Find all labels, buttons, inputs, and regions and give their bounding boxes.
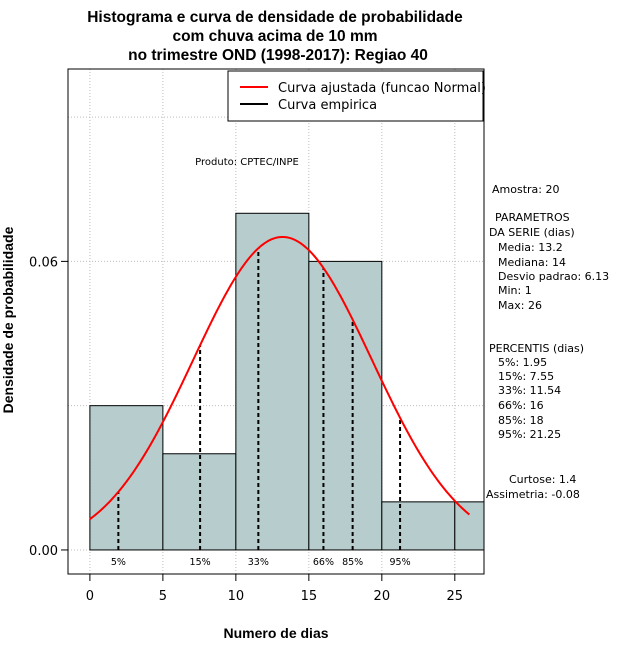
stat-parametros-heading: PARAMETROS: [495, 211, 570, 224]
x-axis-title: Numero de dias: [223, 625, 328, 641]
stat-media: Media: 13.2: [498, 241, 563, 254]
histogram-bar-4: [381, 501, 456, 551]
percentile-label-4: 85%: [342, 557, 363, 568]
stat-da-serie-heading: DA SERIE (dias): [489, 226, 575, 239]
density-curves: [89, 235, 471, 520]
legend-box: [227, 70, 484, 122]
stat-max: Max: 26: [498, 299, 542, 312]
stat-p85: 85%: 18: [498, 414, 544, 427]
x-tick-label-1: 5: [159, 589, 167, 604]
plot-frame: [67, 68, 485, 575]
percentile-label-1: 15%: [190, 557, 211, 568]
chart-title-line-3: no trimestre OND (1998-2017): Regiao 40: [128, 47, 428, 64]
percentile-label-5: 95%: [390, 557, 411, 568]
y-axis-title: Densidade de probabilidade: [0, 226, 16, 413]
stat-p95: 95%: 21.25: [498, 428, 561, 441]
stat-curtose: Curtose: 1.4: [509, 473, 576, 486]
percentile-label-3: 66%: [313, 557, 334, 568]
x-tick-label-5: 25: [447, 589, 464, 604]
chart-title-line-2: com chuva acima de 10 mm: [172, 28, 377, 45]
produto-annotation: Produto: CPTEC/INPE: [195, 157, 299, 168]
histogram-bars: [89, 212, 485, 551]
legend-label-fit: Curva ajustada (funcao Normal): [278, 81, 486, 96]
histogram-bar-3: [308, 260, 383, 551]
percentile-lines: 5% 15% 33% 66% 85% 95%: [111, 248, 411, 568]
stat-assimetria: Assimetria: -0.08: [486, 488, 580, 501]
percentile-label-2: 33%: [248, 557, 269, 568]
stat-p5: 5%: 1.95: [498, 356, 547, 369]
stat-amostra: Amostra: 20: [492, 183, 559, 196]
stat-desvio: Desvio padrao: 6.13: [498, 270, 609, 283]
percentile-label-0: 5%: [111, 557, 126, 568]
histogram-bar-5: [454, 501, 485, 551]
histogram-bar-2: [235, 212, 310, 551]
stat-p66: 66%: 16: [498, 399, 544, 412]
normal-fit-curve: [89, 235, 471, 520]
legend-label-empirical: Curva empirica: [278, 98, 377, 113]
statistics-panel: Amostra: 20 PARAMETROS DA SERIE (dias) M…: [486, 183, 609, 501]
y-tick-label-0: 0.00: [29, 544, 58, 559]
chart-title-line-1: Histograma e curva de densidade de proba…: [87, 9, 463, 26]
axes: 0 5 10 15 20 25 0.00 0.06: [29, 255, 463, 604]
x-tick-label-2: 10: [228, 589, 245, 604]
x-tick-label-4: 20: [374, 589, 391, 604]
stat-min: Min: 1: [498, 284, 532, 297]
stat-p15: 15%: 7.55: [498, 370, 554, 383]
x-tick-label-0: 0: [86, 589, 94, 604]
legend: Curva ajustada (funcao Normal) Curva emp…: [227, 70, 486, 122]
stat-percentis-heading: PERCENTIS (dias): [489, 342, 584, 355]
x-tick-label-3: 15: [301, 589, 318, 604]
histogram-bar-0: [89, 405, 164, 551]
stat-mediana: Mediana: 14: [498, 256, 566, 269]
stat-p33: 33%: 11.54: [498, 384, 561, 397]
y-tick-label-1: 0.06: [29, 255, 58, 270]
